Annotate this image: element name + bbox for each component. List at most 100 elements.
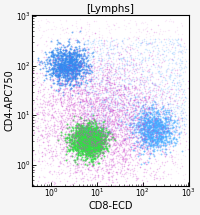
Point	[82, 113, 85, 116]
Point	[67, 77, 70, 81]
Point	[108, 103, 111, 106]
Point	[93, 156, 96, 159]
Point	[100, 111, 103, 114]
Point	[84, 87, 87, 91]
Point	[130, 147, 133, 151]
Point	[84, 94, 87, 97]
Point	[99, 140, 102, 144]
Point	[89, 95, 92, 99]
Point	[85, 149, 88, 152]
Point	[64, 150, 67, 154]
Point	[62, 99, 65, 103]
Point	[81, 126, 84, 129]
Point	[149, 126, 152, 130]
Point	[89, 137, 92, 140]
Point	[54, 112, 58, 115]
Point	[158, 123, 161, 126]
Point	[76, 146, 79, 149]
Point	[66, 44, 69, 47]
Point	[101, 157, 104, 161]
Point	[108, 143, 111, 147]
Point	[63, 93, 66, 96]
Point	[91, 121, 94, 125]
Point	[92, 131, 95, 134]
Point	[58, 71, 62, 74]
Point	[91, 140, 94, 144]
Point	[152, 129, 155, 132]
Point	[82, 79, 85, 83]
Point	[84, 139, 87, 142]
Point	[63, 137, 66, 140]
Point	[44, 17, 47, 20]
Point	[38, 111, 41, 114]
Point	[106, 71, 109, 74]
Point	[116, 112, 119, 115]
Point	[84, 126, 88, 130]
Point	[75, 58, 78, 61]
Point	[105, 43, 109, 47]
Point	[75, 69, 78, 72]
Point	[130, 111, 133, 114]
Point	[70, 134, 73, 138]
Point	[172, 149, 175, 152]
Point	[113, 132, 116, 135]
Point	[145, 122, 148, 125]
Point	[147, 70, 150, 73]
Point	[85, 163, 88, 167]
Point	[90, 141, 94, 144]
Point	[101, 106, 104, 109]
Point	[102, 141, 105, 144]
Point	[68, 60, 71, 63]
Point	[95, 135, 98, 138]
Point	[117, 70, 120, 73]
Point	[124, 85, 127, 88]
Point	[84, 77, 87, 80]
Point	[74, 60, 78, 63]
Point	[94, 95, 97, 98]
Point	[56, 164, 59, 168]
Point	[109, 109, 112, 113]
Point	[140, 38, 143, 41]
Point	[91, 118, 94, 121]
Point	[66, 126, 69, 130]
Point	[142, 122, 145, 125]
Point	[150, 125, 153, 128]
Point	[161, 150, 164, 154]
Point	[170, 127, 173, 130]
Point	[85, 139, 88, 143]
Point	[91, 84, 94, 88]
Point	[80, 162, 83, 166]
Point	[156, 114, 159, 118]
Point	[88, 130, 91, 133]
Point	[80, 100, 83, 103]
Point	[111, 105, 114, 108]
Point	[97, 141, 100, 145]
Point	[168, 110, 171, 113]
Point	[85, 43, 89, 46]
Point	[166, 116, 169, 119]
Point	[102, 104, 105, 108]
Point	[76, 137, 79, 141]
Point	[147, 126, 150, 130]
Point	[166, 145, 169, 149]
Point	[67, 58, 70, 61]
Point	[90, 124, 94, 128]
Point	[166, 108, 169, 111]
Point	[141, 104, 144, 107]
Point	[111, 93, 114, 97]
Point	[142, 124, 145, 127]
Point	[69, 74, 72, 77]
Point	[154, 84, 157, 87]
Point	[130, 137, 134, 140]
Point	[125, 170, 129, 173]
Point	[113, 100, 117, 104]
Point	[110, 132, 113, 136]
Point	[158, 136, 161, 139]
Point	[58, 75, 61, 78]
Point	[60, 54, 63, 58]
Point	[160, 110, 163, 114]
Point	[73, 77, 76, 81]
Point	[149, 111, 152, 115]
Point	[73, 83, 76, 86]
Point	[92, 138, 95, 142]
